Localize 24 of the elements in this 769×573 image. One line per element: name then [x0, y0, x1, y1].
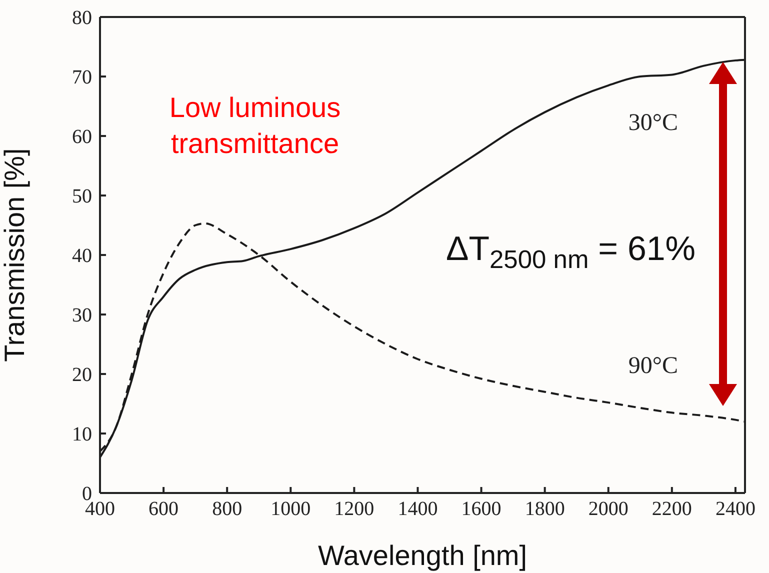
y-tick-label: 60 — [72, 126, 92, 148]
x-axis-title: Wavelength [nm] — [318, 540, 528, 571]
x-tick-label: 1400 — [398, 498, 438, 520]
annotation: ΔT$_{2500 nm}$ = 61% — [446, 230, 696, 274]
x-tick-label: 600 — [148, 498, 179, 520]
series-label: 30°C — [628, 110, 678, 138]
x-tick-label: 2400 — [715, 498, 756, 520]
x-tick-label: 2200 — [652, 498, 692, 520]
annotation: Low luminous transmittance — [168, 91, 342, 161]
x-tick-label: 800 — [212, 498, 242, 520]
y-tick-label: 40 — [72, 245, 92, 268]
y-tick-label: 20 — [72, 364, 92, 386]
x-tick-label: 1200 — [334, 498, 374, 520]
y-tick-label: 30 — [72, 304, 92, 327]
y-tick-label: 70 — [72, 66, 92, 89]
y-tick-label: 80 — [72, 7, 92, 30]
x-tick-label: 1600 — [461, 498, 502, 520]
series-label: 90°C — [628, 352, 678, 380]
x-tick-label: 2000 — [588, 498, 628, 520]
x-tick-label: 1000 — [270, 498, 311, 520]
y-tick-label: 50 — [72, 186, 92, 208]
x-tick-label: 1800 — [524, 498, 565, 520]
y-axis-title: Transmission [%] — [0, 148, 30, 362]
y-tick-label: 10 — [72, 424, 92, 446]
